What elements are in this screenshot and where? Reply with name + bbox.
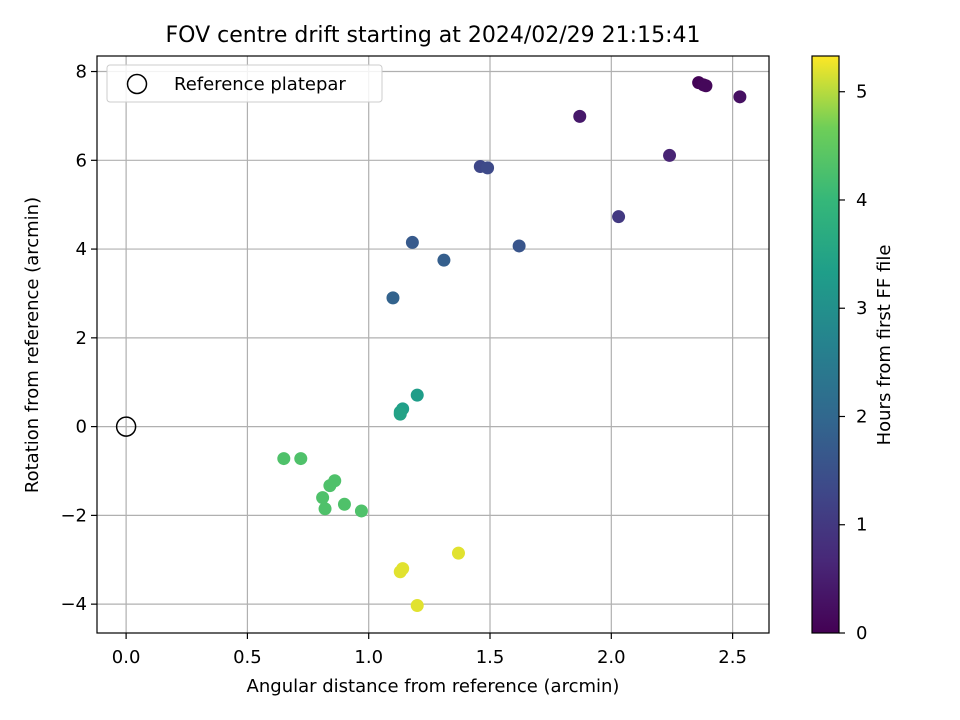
data-points	[277, 76, 747, 612]
data-point	[512, 239, 526, 253]
legend-label: Reference platepar	[174, 74, 346, 95]
colorbar-label: Hours from first FF file	[874, 245, 895, 446]
data-point	[386, 291, 400, 305]
x-tick-label: 1.0	[354, 647, 383, 668]
y-tick-label: −4	[60, 594, 87, 615]
colorbar: 0 1 2 3 4 5 Hours from first FF file	[811, 55, 895, 644]
y-tick-label: 6	[76, 150, 87, 171]
data-point	[612, 210, 626, 224]
x-axis-ticks: 0.0 0.5 1.0 1.5 2.0 2.5	[112, 633, 747, 668]
data-point	[393, 407, 407, 421]
data-point	[354, 504, 368, 518]
x-tick-label: 0.0	[112, 647, 141, 668]
legend-box	[106, 64, 383, 103]
y-tick-label: 4	[76, 239, 87, 260]
data-point	[699, 79, 713, 93]
data-point	[393, 565, 407, 579]
reference-platepar-marker	[115, 416, 137, 437]
data-point	[316, 491, 330, 505]
x-tick-label: 2.5	[718, 647, 747, 668]
legend-marker-icon	[126, 73, 148, 95]
colorbar-tick-label: 5	[856, 82, 867, 103]
legend: Reference platepar	[106, 64, 383, 103]
x-axis-label: Angular distance from reference (arcmin)	[247, 676, 620, 697]
reference-marker-group	[115, 416, 137, 437]
y-tick-label: 8	[76, 62, 87, 83]
data-point	[410, 388, 424, 402]
x-tick-label: 0.5	[233, 647, 262, 668]
data-point	[410, 598, 424, 612]
colorbar-tick-label: 2	[856, 406, 867, 427]
data-point	[481, 161, 495, 175]
colorbar-tick-label: 4	[856, 190, 867, 211]
grid	[97, 56, 769, 633]
data-point	[337, 497, 351, 511]
colorbar-frame	[811, 55, 840, 634]
data-point	[573, 109, 587, 123]
data-point	[323, 479, 337, 493]
y-axis-label: Rotation from reference (arcmin)	[22, 197, 43, 493]
chart-title: FOV centre drift starting at 2024/02/29 …	[166, 23, 701, 48]
colorbar-tick-label: 1	[856, 515, 867, 536]
y-tick-label: 0	[76, 417, 87, 438]
y-axis-ticks: −4 −2 0 2 4 6 8	[60, 62, 97, 615]
colorbar-tick-label: 0	[856, 623, 867, 644]
y-tick-label: −2	[60, 505, 87, 526]
colorbar-tick-label: 3	[856, 298, 867, 319]
data-point	[405, 235, 419, 249]
data-point	[663, 148, 677, 162]
data-point	[277, 452, 291, 466]
x-tick-label: 2.0	[597, 647, 626, 668]
data-point	[318, 502, 332, 516]
data-point	[437, 253, 451, 267]
colorbar-ticks: 0 1 2 3 4 5	[839, 82, 867, 644]
x-tick-label: 1.5	[476, 647, 505, 668]
data-point	[451, 546, 465, 560]
plot-frame	[96, 55, 770, 634]
data-point	[733, 90, 747, 104]
colorbar-gradient	[812, 56, 839, 633]
data-point	[294, 452, 308, 466]
y-tick-label: 2	[76, 328, 87, 349]
